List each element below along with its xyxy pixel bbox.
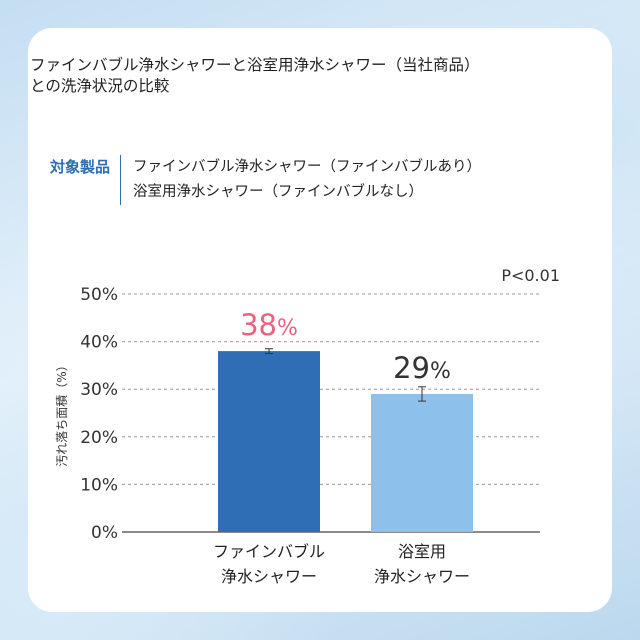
y-tick-label: 40%: [80, 333, 118, 353]
x-tick-label: 浴室用: [398, 542, 446, 561]
data-label-unit: %: [430, 359, 451, 384]
data-label: 29%: [393, 351, 451, 385]
chart-title: ファインバブル浄水シャワーと浴室用浄水シャワー（当社商品） との洗浄状況の比較: [30, 55, 570, 97]
y-tick-label: 30%: [80, 380, 118, 400]
error-bars: [265, 348, 426, 402]
bar: [218, 351, 320, 532]
target-products-list: ファインバブル浄水シャワー（ファインバブルあり） 浴室用浄水シャワー（ファインバ…: [121, 155, 481, 205]
target-label: 対象製品: [50, 155, 122, 205]
y-tick-labels: 0% 10% 20% 30% 40% 50%: [80, 285, 118, 543]
x-tick-label: ファインバブル: [213, 542, 325, 561]
data-label-value: 29: [393, 351, 430, 385]
target-product-1: ファインバブル浄水シャワー（ファインバブルあり）: [133, 159, 482, 175]
data-labels: 38%29%: [240, 308, 451, 385]
target-product-2: 浴室用浄水シャワー（ファインバブルなし）: [133, 184, 424, 200]
data-label-value: 38: [240, 308, 277, 342]
y-tick-label: 50%: [80, 285, 118, 305]
target-products-block: 対象製品 ファインバブル浄水シャワー（ファインバブルあり） 浴室用浄水シャワー（…: [50, 155, 481, 205]
y-axis-label: 汚れ落ち面積（%）: [54, 359, 69, 466]
data-label-unit: %: [277, 316, 298, 341]
y-tick-label: 20%: [80, 428, 118, 448]
x-tick-label: 浄水シャワー: [374, 567, 470, 586]
title-line-2: との洗浄状況の比較: [30, 77, 170, 95]
grid-lines: [122, 293, 540, 533]
x-tick-label: 浄水シャワー: [221, 567, 317, 586]
bar: [371, 393, 473, 532]
bars: [218, 351, 473, 532]
title-line-1: ファインバブル浄水シャワーと浴室用浄水シャワー（当社商品）: [30, 56, 480, 74]
y-tick-label: 0%: [91, 523, 118, 543]
data-label: 38%: [240, 308, 298, 342]
y-tick-label: 10%: [80, 475, 118, 495]
p-value-annotation: P<0.01: [501, 266, 560, 285]
